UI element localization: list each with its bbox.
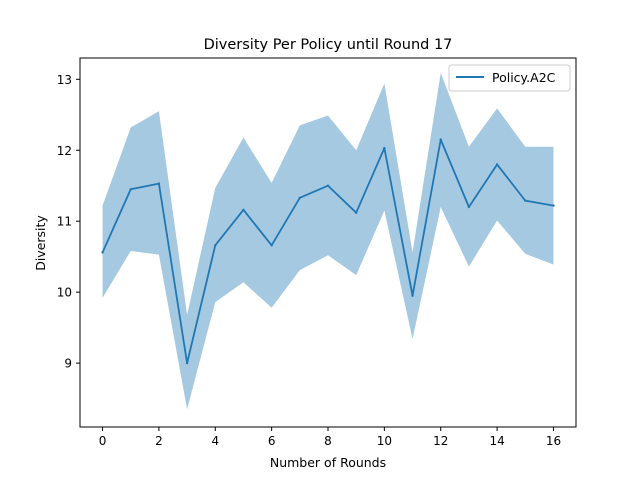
data-point [129, 188, 132, 191]
legend: Policy.A2C [448, 64, 571, 92]
data-point [439, 138, 442, 141]
chart-title: Diversity Per Policy until Round 17 [204, 37, 453, 53]
x-tick-label: 10 [377, 434, 392, 448]
x-axis-label: Number of Rounds [270, 455, 386, 470]
data-point [185, 361, 189, 365]
x-tick-label: 2 [155, 434, 163, 448]
x-axis-ticks: 0 2 4 6 8 10 12 14 16 [99, 427, 561, 448]
confidence-band [102, 72, 554, 410]
y-tick-label: 13 [57, 73, 72, 87]
x-tick-label: 8 [324, 434, 332, 448]
data-point [524, 199, 527, 202]
data-point [411, 294, 414, 297]
data-point [467, 205, 471, 209]
y-tick-label: 10 [57, 286, 72, 300]
y-tick-label: 9 [64, 357, 72, 371]
x-tick-label: 14 [489, 434, 504, 448]
data-point [495, 163, 499, 166]
x-tick-label: 0 [99, 434, 107, 448]
data-point [298, 196, 302, 199]
y-tick-label: 12 [57, 144, 72, 158]
data-point [552, 204, 555, 207]
x-tick-label: 6 [268, 434, 276, 448]
data-point [101, 251, 104, 254]
data-point [354, 211, 358, 214]
y-tick-label: 11 [57, 215, 72, 229]
data-point [270, 244, 273, 247]
y-axis-label: Diversity [33, 215, 48, 271]
y-axis-ticks: 9 10 11 12 13 [57, 73, 80, 371]
legend-box [448, 64, 571, 92]
x-tick-label: 12 [433, 434, 448, 448]
x-tick-label: 16 [546, 434, 561, 448]
data-point [242, 208, 245, 212]
data-point [214, 244, 217, 247]
series-line-layer [101, 138, 555, 365]
x-tick-label: 4 [211, 434, 219, 448]
data-point [383, 146, 386, 150]
data-point [157, 182, 161, 185]
data-point [326, 184, 330, 187]
confidence-band-layer [102, 72, 554, 410]
legend-label-a2c: Policy.A2C [492, 70, 556, 85]
